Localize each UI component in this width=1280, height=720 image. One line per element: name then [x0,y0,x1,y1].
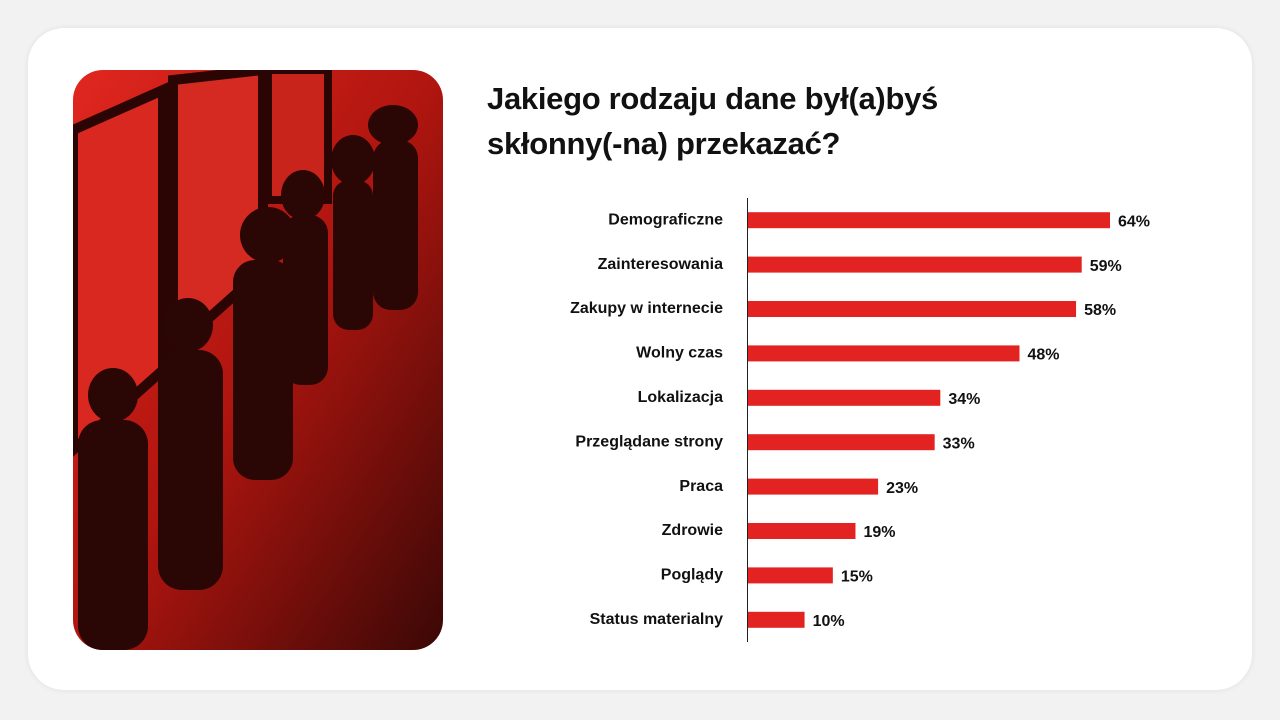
value-label: 58% [1084,302,1116,319]
bar [748,434,935,451]
bar [748,611,805,628]
category-label: Przeglądane strony [575,433,723,450]
value-label: 23% [886,480,918,497]
value-label: 59% [1090,258,1122,275]
category-label: Zdrowie [662,522,723,539]
category-label: Zainteresowania [598,256,723,273]
bar [748,212,1110,229]
value-label: 15% [841,569,873,586]
bar [748,256,1082,273]
bar [748,523,856,539]
category-label: Wolny czas [636,345,723,362]
value-label: 64% [1118,213,1150,230]
category-label: Praca [679,478,723,495]
value-label: 19% [863,524,895,541]
bar [748,478,879,495]
photo [73,70,443,650]
category-label: Lokalizacja [638,389,723,406]
bar [748,389,941,406]
category-label: Zakupy w internecie [570,300,723,317]
bar [748,567,833,584]
value-label: 33% [943,435,975,452]
chart-title: Jakiego rodzaju dane był(a)byś skłonny(-… [487,81,938,161]
category-label: Status materialny [590,611,723,628]
value-label: 48% [1028,347,1060,364]
value-label: 10% [813,613,845,630]
category-label: Poglądy [661,567,723,584]
value-label: 34% [948,391,980,408]
bar [748,345,1020,362]
bar [748,301,1077,317]
category-label: Demograficzne [608,211,723,228]
